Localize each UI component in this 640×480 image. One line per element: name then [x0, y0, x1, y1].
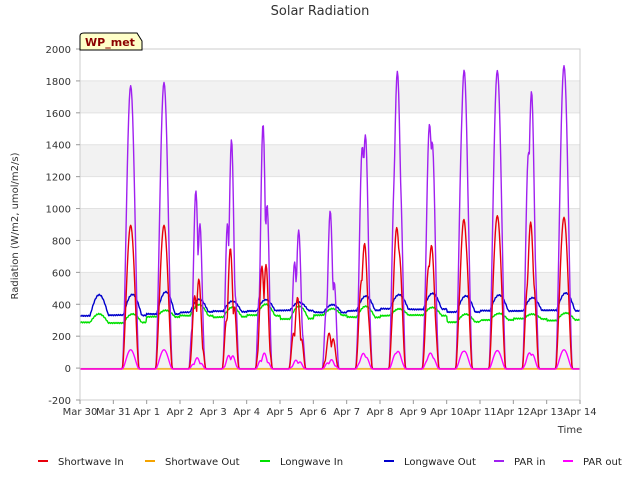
plot-frame	[79, 48, 581, 401]
y-tick-label: 1000	[46, 205, 71, 216]
legend-label: PAR in	[514, 457, 545, 468]
y-tick-label: 800	[52, 236, 71, 247]
grid-band	[80, 176, 580, 209]
series-line-longwave-out	[79, 290, 581, 318]
legend-label: Longwave In	[280, 457, 343, 468]
series-line-par-in	[79, 65, 581, 370]
grid-band	[80, 112, 580, 145]
y-axis-title: Radiation (W/m2, umol/m2/s)	[10, 152, 21, 299]
y-tick-label: -200	[48, 396, 71, 407]
series-line-shortwave-in	[79, 215, 581, 370]
x-tick-label: Apr 7	[333, 407, 360, 418]
y-tick-label: 1600	[46, 109, 71, 120]
legend: Shortwave In Shortwave Out Longwave In Long…	[38, 457, 622, 468]
x-tick-label: Apr 13	[530, 407, 563, 418]
badge-label: WP_met	[85, 36, 135, 49]
x-tick-label: Apr 9	[400, 407, 427, 418]
x-tick-label: Mar 31	[96, 407, 131, 418]
y-tick-label: 600	[52, 268, 71, 279]
x-tick-label: Apr 10	[430, 407, 463, 418]
y-tick-label: 1400	[46, 141, 71, 152]
x-tick-label: Apr 3	[200, 407, 227, 418]
wp-met-badge: WP_met	[79, 32, 143, 51]
x-tick-label: Apr 11	[463, 407, 496, 418]
y-axis-ticks: -200 0 200 400 600 800 1000 1200 1400 1600 1800 200…	[46, 45, 80, 407]
x-axis-title: Time	[557, 425, 582, 436]
badge-box	[79, 32, 143, 51]
x-tick-label: Apr 1	[133, 407, 160, 418]
legend-label: PAR out	[583, 457, 622, 468]
y-tick-label: 1800	[46, 77, 71, 88]
y-tick-label: 400	[52, 300, 71, 311]
x-tick-label: Apr 6	[300, 407, 327, 418]
x-tick-label: Mar 30	[63, 407, 98, 418]
x-tick-label: Apr 14	[563, 407, 596, 418]
x-tick-label: Apr 8	[367, 407, 394, 418]
x-tick-label: Apr 2	[167, 407, 194, 418]
y-tick-label: 1200	[46, 173, 71, 184]
grid-band	[80, 240, 580, 273]
x-tick-label: Apr 4	[233, 407, 260, 418]
plot-background	[80, 49, 580, 400]
series-line-longwave-in	[79, 303, 581, 325]
legend-label: Shortwave Out	[165, 457, 240, 468]
x-tick-label: Apr 12	[497, 407, 530, 418]
legend-label: Shortwave In	[58, 457, 124, 468]
y-tick-label: 2000	[46, 45, 71, 56]
y-tick-label: 0	[65, 364, 71, 375]
y-tick-label: 200	[52, 332, 71, 343]
grid-band	[80, 80, 580, 113]
chart-title: Solar Radiation	[271, 4, 370, 19]
series-layer	[79, 65, 581, 370]
legend-label: Longwave Out	[404, 457, 476, 468]
grid-band	[80, 49, 580, 81]
grid-band	[80, 144, 580, 177]
grid-band	[80, 368, 580, 400]
series-line-par-out	[79, 349, 581, 370]
grid-band	[80, 272, 580, 305]
x-tick-label: Apr 5	[267, 407, 294, 418]
